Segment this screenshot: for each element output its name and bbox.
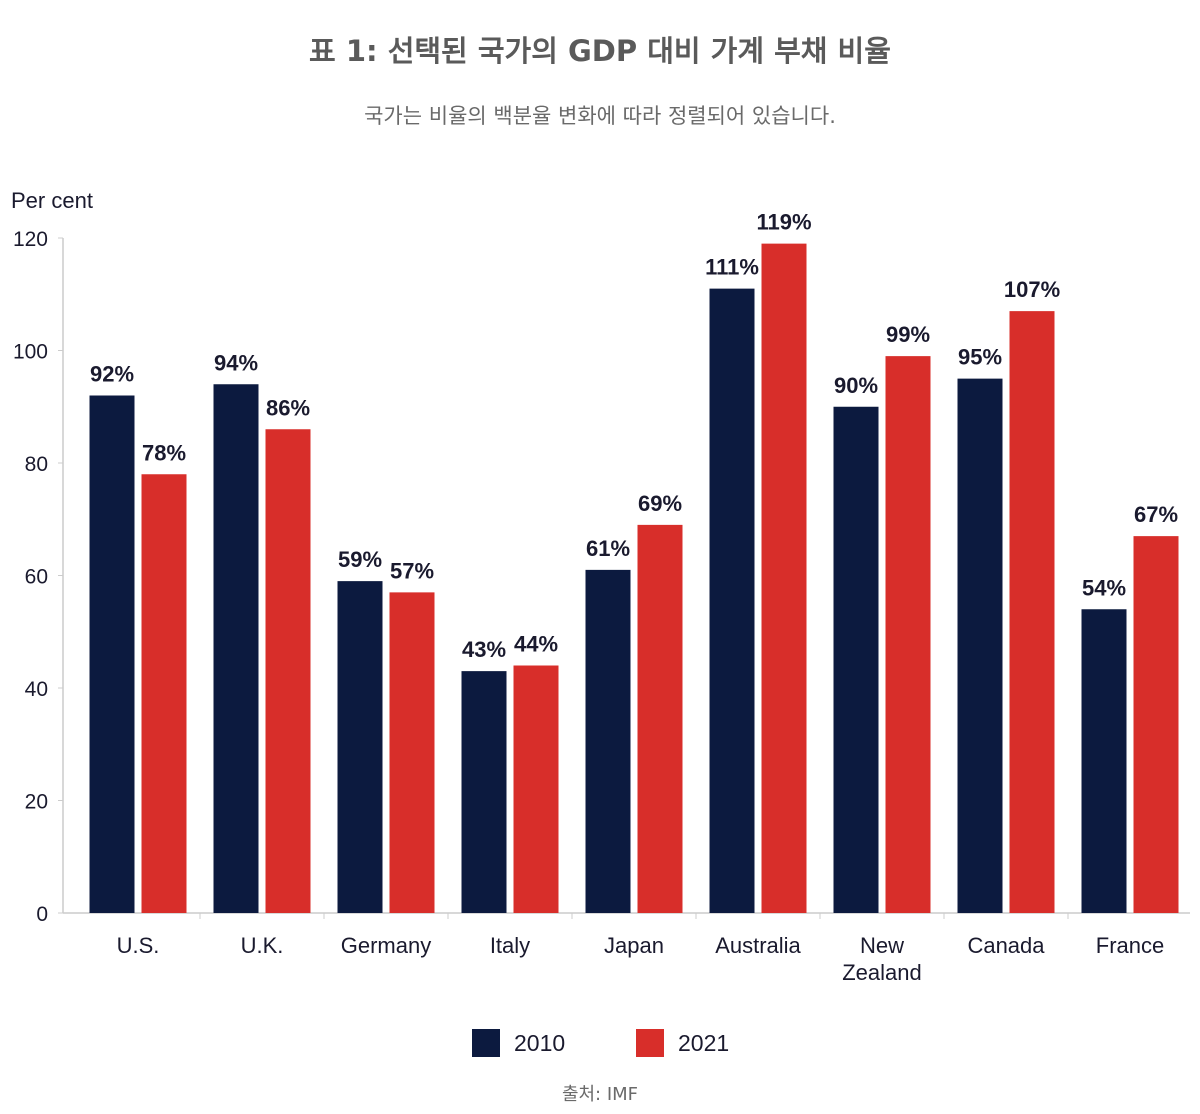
bar-2021-u-s- <box>141 474 187 913</box>
data-label: 78% <box>142 440 186 465</box>
bar-2010-france <box>1081 609 1127 913</box>
data-label: 59% <box>338 547 382 572</box>
y-tick-label: 100 <box>13 341 48 364</box>
bar-2010-japan <box>585 569 631 913</box>
legend-swatch-2010 <box>472 1029 500 1057</box>
y-tick-label: 0 <box>36 903 48 926</box>
bar-2021-canada <box>1009 311 1055 913</box>
legend-label: 2010 <box>514 1030 565 1056</box>
bar-2021-italy <box>513 665 559 913</box>
chart-title: 표 1: 선택된 국가의 GDP 대비 가계 부채 비율 <box>309 34 891 68</box>
x-tick-label: U.S. <box>117 933 160 958</box>
data-label: 99% <box>886 322 930 347</box>
bar-2021-new-zealand <box>885 356 931 913</box>
data-label: 86% <box>266 395 310 420</box>
data-label: 90% <box>834 373 878 398</box>
y-tick-label: 80 <box>25 453 48 476</box>
data-label: 44% <box>514 632 558 657</box>
data-label: 54% <box>1082 575 1126 600</box>
x-tick-label: Japan <box>604 933 664 958</box>
bar-2010-u-s- <box>89 395 135 913</box>
data-label: 107% <box>1004 277 1060 302</box>
bar-2010-u-k- <box>213 384 259 913</box>
bar-2021-japan <box>637 524 683 913</box>
x-tick-label: New <box>860 933 904 958</box>
y-tick-label: 20 <box>25 791 48 814</box>
data-label: 57% <box>390 558 434 583</box>
y-tick-label: 120 <box>13 228 48 251</box>
y-tick-label: 40 <box>25 678 48 701</box>
x-tick-label: U.K. <box>241 933 284 958</box>
legend-swatch-2021 <box>636 1029 664 1057</box>
bar-2021-australia <box>761 243 807 913</box>
bar-2010-australia <box>709 288 755 913</box>
bar-2021-germany <box>389 592 435 913</box>
data-label: 69% <box>638 491 682 516</box>
data-label: 111% <box>705 255 759 280</box>
data-label: 95% <box>958 345 1002 370</box>
data-label: 67% <box>1134 502 1178 527</box>
x-tick-label: Italy <box>490 933 530 958</box>
bar-2010-canada <box>957 378 1003 913</box>
data-label: 43% <box>462 637 506 662</box>
bar-2010-new-zealand <box>833 406 879 913</box>
bar-2021-france <box>1133 536 1179 913</box>
data-label: 119% <box>756 210 811 235</box>
bar-2010-germany <box>337 581 383 913</box>
bar-2021-u-k- <box>265 429 311 913</box>
x-tick-label: France <box>1096 933 1164 958</box>
bar-2010-italy <box>461 671 507 913</box>
data-label: 94% <box>214 350 258 375</box>
chart-source: 출처: IMF <box>561 1084 639 1105</box>
x-tick-label: Zealand <box>842 960 922 985</box>
y-tick-label: 60 <box>25 566 48 589</box>
x-tick-label: Germany <box>341 933 431 958</box>
x-tick-label: Canada <box>967 933 1045 958</box>
data-label: 61% <box>586 536 630 561</box>
x-tick-label: Australia <box>715 933 801 958</box>
y-axis-label: Per cent <box>11 188 93 213</box>
data-label: 92% <box>90 362 134 387</box>
chart-subtitle: 국가는 비율의 백분율 변화에 따라 정렬되어 있습니다. <box>364 104 836 128</box>
legend-label: 2021 <box>678 1030 729 1056</box>
